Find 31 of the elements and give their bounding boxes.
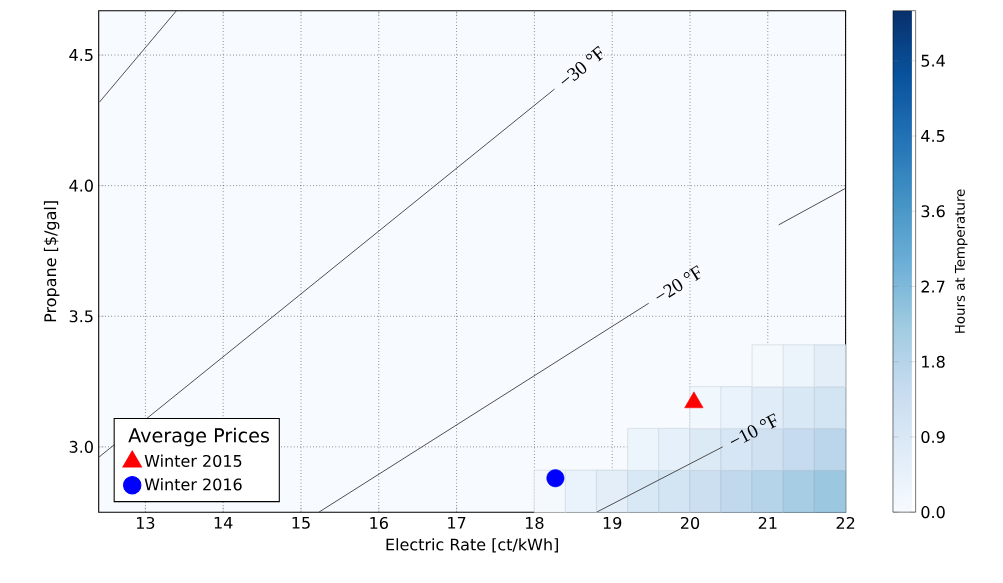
legend-title: Average Prices — [128, 427, 270, 447]
text: −30 °F — [561, 45, 603, 84]
y-tick-label: 4.5 — [69, 49, 93, 62]
x-axis-title: Electric Rate [ct/kWh] — [386, 538, 558, 553]
x-tick-label: 15 — [292, 516, 310, 529]
color-bar-title: Hours at Temperature — [954, 189, 968, 333]
x-tick-label: 14 — [214, 516, 233, 529]
legend-label: Winter 2016 — [144, 478, 242, 491]
y-tick-label: 3.0 — [69, 440, 93, 453]
color-bar-label: 3.6 — [921, 205, 945, 218]
legend-label: Winter 2015 — [144, 454, 242, 468]
x-tick-label: 21 — [758, 516, 777, 529]
x-tick-label: 18 — [525, 516, 544, 530]
x-tick-label: 22 — [836, 516, 855, 529]
text: −20 °F — [656, 265, 701, 299]
y-axis-title: Propane [$/gal] — [43, 201, 60, 322]
color-bar-label: 4.5 — [921, 130, 945, 143]
color-bar-label: 0.9 — [921, 430, 945, 444]
y-tick-label: 4.0 — [69, 179, 93, 192]
color-bar-label: 5.4 — [921, 54, 945, 67]
x-tick-label: 19 — [603, 516, 622, 530]
x-tick-label: 17 — [448, 516, 466, 529]
color-bar-label: 2.7 — [921, 280, 945, 293]
y-tick-label: 3.5 — [69, 310, 93, 323]
point — [546, 469, 565, 488]
text: −10 °F — [730, 413, 777, 443]
x-tick-label: 16 — [370, 516, 388, 530]
x-tick-label: 13 — [136, 516, 155, 530]
color-bar-label: 0.0 — [921, 506, 945, 519]
x-tick-label: 20 — [681, 516, 700, 530]
color-bar-label: 1.8 — [922, 355, 945, 368]
